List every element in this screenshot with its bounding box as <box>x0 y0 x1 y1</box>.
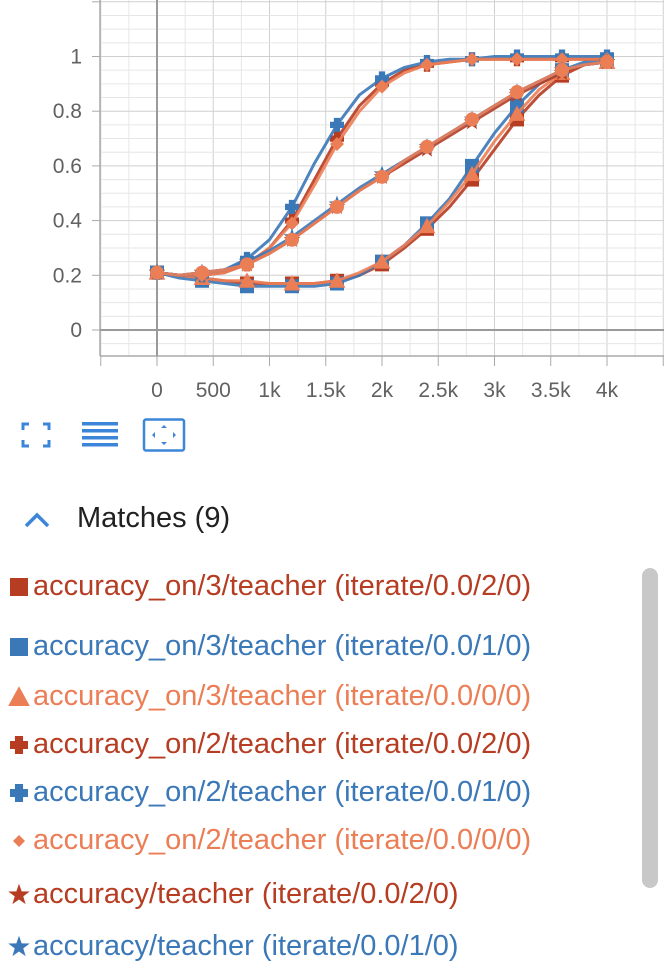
match-label: accuracy_on/3/teacher (iterate/0.0/1/0) <box>33 630 532 662</box>
x-tick-label: 500 <box>196 379 231 402</box>
x-tick-label: 1.5k <box>306 379 346 402</box>
y-tick-label: 0 <box>70 319 82 342</box>
data-point <box>508 105 526 121</box>
chevron-up-icon <box>24 512 50 528</box>
x-tick-label: 2k <box>371 379 394 402</box>
square-marker-icon <box>4 626 34 666</box>
match-label: accuracy_on/2/teacher (iterate/0.0/1/0) <box>33 776 532 808</box>
data-point <box>463 165 481 182</box>
chart-tick-labels: 0 500 1k 1.5k 2k 2.5k 3k 3.5k 4k 0 0.2 0.4 0.6 0.8 1 <box>53 46 619 403</box>
x-tick-label: 1k <box>258 379 281 402</box>
star-marker-icon <box>4 926 34 966</box>
diamond-marker-icon <box>4 820 34 860</box>
data-point <box>328 272 346 288</box>
data-point <box>420 139 434 154</box>
match-label: accuracy/teacher (iterate/0.0/1/0) <box>33 930 459 962</box>
star-marker-icon <box>4 874 34 914</box>
data-point <box>465 112 479 127</box>
fullscreen-button[interactable] <box>14 418 58 452</box>
y-tick-label: 0.4 <box>53 210 83 233</box>
x-tick-label: 0 <box>151 379 163 402</box>
fit-domain-icon <box>142 418 186 452</box>
data-point <box>330 137 344 152</box>
data-point <box>600 54 614 69</box>
data-point <box>150 265 164 280</box>
y-tick-label: 0.8 <box>53 100 82 123</box>
data-point <box>285 232 299 247</box>
plus-marker-icon <box>4 724 34 764</box>
matches-list: accuracy_on/3/teacher (iterate/0.0/2/0) a… <box>0 560 640 966</box>
x-tick-label: 4k <box>596 379 619 402</box>
data-point <box>330 199 344 214</box>
data-point <box>555 52 569 67</box>
data-point <box>555 63 569 78</box>
chart-toolbar <box>0 410 664 460</box>
data-point <box>510 52 524 67</box>
data-point <box>418 217 436 234</box>
y-tick-label: 0.2 <box>53 264 82 287</box>
triangle-marker-icon <box>4 676 34 716</box>
fit-domain-button[interactable] <box>142 418 186 452</box>
data-point <box>238 272 256 288</box>
series-8 <box>150 54 614 280</box>
fullscreen-icon <box>21 422 51 448</box>
data-point <box>240 257 254 272</box>
chart-series <box>148 49 616 294</box>
list-icon <box>82 422 118 447</box>
plus-marker-icon <box>4 772 34 812</box>
y-tick-label: 1 <box>70 46 82 69</box>
data-point <box>373 253 391 269</box>
x-tick-label: 3k <box>483 379 506 402</box>
data-point <box>375 79 389 94</box>
matches-section-header[interactable]: Matches (9) <box>0 496 664 546</box>
toggle-legend-button[interactable] <box>78 418 122 452</box>
matches-title: Matches (9) <box>77 502 231 534</box>
data-point <box>510 85 524 100</box>
data-point <box>420 57 434 72</box>
data-point <box>285 216 299 231</box>
data-point <box>283 275 301 291</box>
match-label: accuracy_on/2/teacher (iterate/0.0/2/0) <box>33 728 532 760</box>
data-point <box>285 199 299 214</box>
chart-axes <box>92 0 664 366</box>
x-tick-label: 2.5k <box>418 379 458 402</box>
match-label: accuracy_on/3/teacher (iterate/0.0/0/0) <box>33 680 532 712</box>
accuracy-chart[interactable]: 0 500 1k 1.5k 2k 2.5k 3k 3.5k 4k 0 0.2 0.4 0.6 0.8 1 <box>0 0 664 405</box>
data-point <box>375 169 389 184</box>
data-point <box>375 71 389 86</box>
match-label: accuracy_on/3/teacher (iterate/0.0/2/0) <box>33 570 532 602</box>
match-label: accuracy_on/2/teacher (iterate/0.0/0/0) <box>33 824 532 856</box>
data-point <box>195 265 209 280</box>
y-tick-label: 0.6 <box>53 155 82 178</box>
data-point <box>330 117 344 132</box>
scrollbar-thumb[interactable] <box>642 568 658 888</box>
x-tick-label: 3.5k <box>531 379 571 402</box>
match-label: accuracy/teacher (iterate/0.0/2/0) <box>33 878 459 910</box>
data-point <box>465 52 479 67</box>
square-marker-icon <box>4 566 34 606</box>
